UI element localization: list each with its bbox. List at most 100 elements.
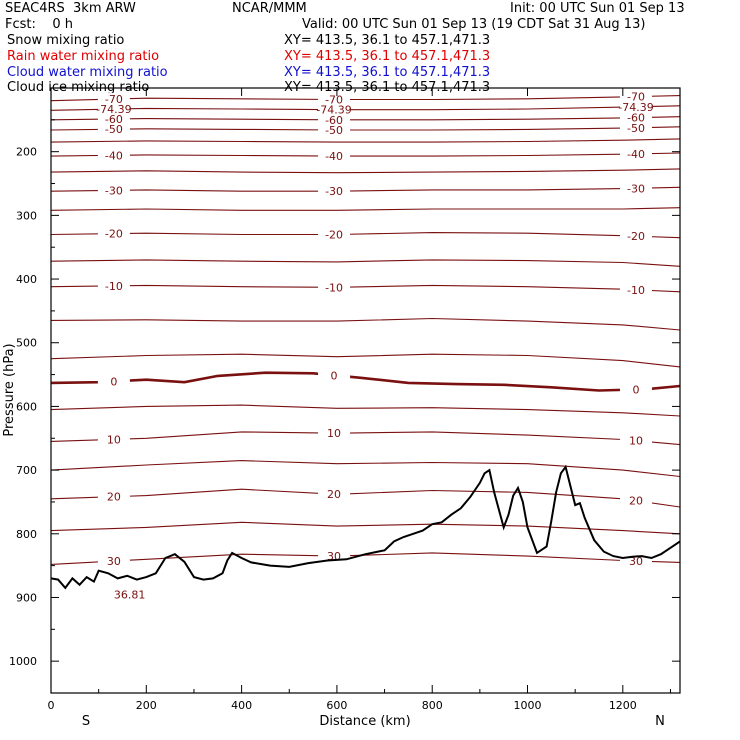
isotherm-label-bg xyxy=(318,427,351,440)
isotherm-label: -70 xyxy=(105,93,123,106)
x-tick-label: 1200 xyxy=(609,699,637,712)
isotherm-label-bg xyxy=(318,281,351,294)
isotherm-label: -60 xyxy=(105,113,123,126)
isotherm-16 xyxy=(51,431,680,446)
isotherm-label-bg xyxy=(619,90,652,103)
isotherm-label-bg xyxy=(318,369,351,382)
isotherm-label-bg xyxy=(318,93,351,106)
isotherm-5 xyxy=(51,152,680,157)
x-tick-label: 400 xyxy=(231,699,252,712)
field-cloudwater-xy: XY= 413.5, 36.1 to 457.1,471.3 xyxy=(284,65,491,80)
isotherm-18 xyxy=(51,488,680,508)
isotherm-label-bg xyxy=(97,227,130,240)
y-axis-label: Pressure (hPa) xyxy=(2,343,17,436)
isotherm-label: 0 xyxy=(110,375,117,388)
isotherm-label: 10 xyxy=(327,427,341,440)
isotherm-label-bg xyxy=(619,434,652,447)
isotherm-label: -40 xyxy=(627,148,645,161)
x-tick-label: 200 xyxy=(136,699,157,712)
isotherm-label-bg xyxy=(619,121,652,134)
isotherm-label-bg xyxy=(318,185,351,198)
isotherm-label-bg xyxy=(318,150,351,163)
isotherm-label-bg xyxy=(619,147,652,160)
isotherm-label-bg xyxy=(97,279,130,292)
isotherm-label-bg xyxy=(97,490,130,503)
terrain-line xyxy=(51,464,680,590)
center-label: NCAR/MMM xyxy=(232,1,307,16)
isotherm-label: -10 xyxy=(105,280,123,293)
fcst-label: Fcst: 0 h xyxy=(5,17,74,32)
isotherm-label-bg xyxy=(97,149,130,162)
isotherm-label-bg xyxy=(619,100,652,113)
isotherm-1 xyxy=(51,105,680,111)
isotherm-label: -74.39 xyxy=(618,101,653,114)
isotherm-14 xyxy=(51,371,680,392)
isotherm-label: 0 xyxy=(331,369,338,382)
y-tick-label: 1000 xyxy=(9,655,37,668)
annotation-label: 36.81 xyxy=(114,589,146,602)
isotherm-label: -74.39 xyxy=(96,103,131,116)
isotherm-label: 30 xyxy=(629,555,643,568)
isotherm-label: 10 xyxy=(107,433,121,446)
isotherm-11 xyxy=(51,284,680,293)
y-tick-label: 200 xyxy=(16,146,37,159)
field-rain-name: Rain water mixing ratio xyxy=(7,49,160,64)
x-axis-label: Distance (km) xyxy=(319,714,410,729)
isotherm-label-bg xyxy=(318,124,351,137)
y-tick-label: 400 xyxy=(16,273,37,286)
isotherm-20 xyxy=(51,552,680,565)
isotherm-label-bg xyxy=(619,494,652,507)
isotherm-label-bg xyxy=(619,383,652,396)
isotherm-label: -40 xyxy=(325,150,343,163)
isotherm-label: -40 xyxy=(105,149,123,162)
isotherm-label: -50 xyxy=(105,123,123,136)
field-cloudwater-name: Cloud water mixing ratio xyxy=(7,65,168,80)
isotherm-label: -74.39 xyxy=(316,104,351,117)
isotherm-4 xyxy=(51,138,680,143)
isotherm-label-bg xyxy=(97,113,130,126)
isotherm-label: -50 xyxy=(627,122,645,135)
axis-layer: 0 200 400 600 800 1000 12002003004005006007008… xyxy=(9,88,680,712)
isotherm-2 xyxy=(51,116,680,121)
isotherm-label-bg xyxy=(318,228,351,241)
plot-frame xyxy=(50,87,681,694)
isotherm-10 xyxy=(51,259,680,267)
isotherm-label: 10 xyxy=(629,435,643,448)
isotherm-label: 20 xyxy=(107,491,121,504)
isotherm-label-bg xyxy=(619,230,652,243)
isotherm-7 xyxy=(51,186,680,192)
isotherm-19 xyxy=(51,521,680,535)
isotherm-label: -20 xyxy=(627,230,645,243)
isotherm-label: -60 xyxy=(627,112,645,125)
isotherm-label-bg xyxy=(97,184,130,197)
isotherm-label: -70 xyxy=(627,91,645,104)
isotherm-label-bg xyxy=(97,554,130,567)
isotherm-label-bg xyxy=(97,375,130,388)
x-tick-label: 800 xyxy=(422,699,443,712)
field-snow-name: Snow mixing ratio xyxy=(7,33,125,48)
right-end-label: N xyxy=(655,714,665,729)
isotherm-label-bg xyxy=(97,93,130,106)
isotherm-label-bg xyxy=(97,433,130,446)
y-tick-label: 500 xyxy=(16,337,37,350)
isotherm-label: 20 xyxy=(629,495,643,508)
terrain-layer: 36.81 xyxy=(51,464,680,602)
isotherm-label-bg xyxy=(97,103,130,116)
left-end-label: S xyxy=(82,714,90,729)
isotherm-3 xyxy=(51,126,680,131)
isotherm-label: -10 xyxy=(325,281,343,294)
isotherm-label: -70 xyxy=(325,93,343,106)
isotherm-label: -30 xyxy=(627,182,645,195)
y-tick-label: 300 xyxy=(16,209,37,222)
isotherm-9 xyxy=(51,232,680,239)
y-tick-label: 900 xyxy=(16,591,37,604)
init-label: Init: 00 UTC Sun 01 Sep 13 xyxy=(510,1,685,16)
isotherm-label-bg xyxy=(97,123,130,136)
isotherm-label: -20 xyxy=(325,228,343,241)
isotherm-label-bg xyxy=(318,113,351,126)
model-label: SEAC4RS 3km ARW xyxy=(5,1,136,16)
isotherm-label-bg xyxy=(619,182,652,195)
isotherm-label: -50 xyxy=(325,124,343,137)
y-tick-label: 700 xyxy=(16,464,37,477)
x-tick-label: 600 xyxy=(326,699,347,712)
